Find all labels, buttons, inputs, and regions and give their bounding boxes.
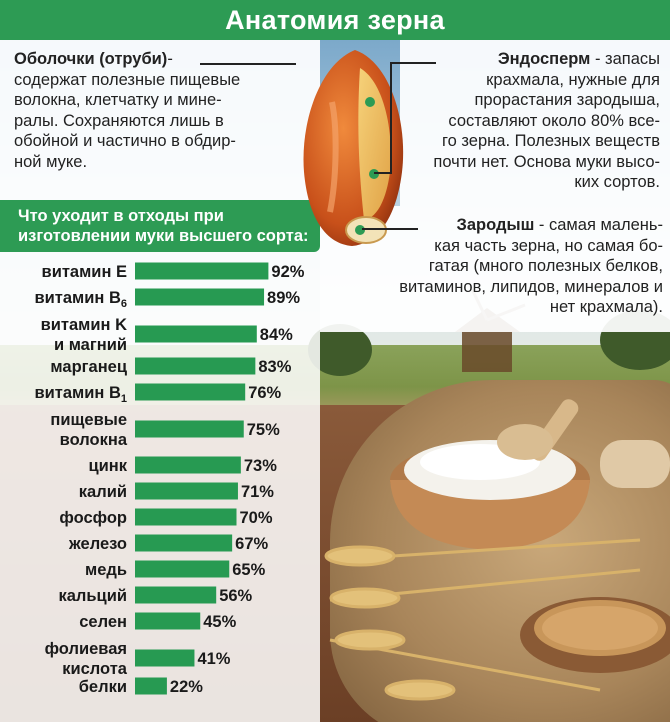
bar-13 <box>135 649 195 667</box>
title-bar: Анатомия зерна <box>0 0 670 40</box>
category-label-13: фолиевая кислота <box>45 640 128 678</box>
category-label-5: пищевые волокна <box>50 411 127 449</box>
shell-line-0: - <box>167 50 173 68</box>
category-label-4: витамин B1 <box>35 384 127 405</box>
bar-8 <box>135 508 237 526</box>
germ-line-3: витаминов, липидов, минералов и <box>399 277 663 296</box>
category-label-0: витамин E <box>42 263 127 281</box>
endosperm-line-0: - запасы <box>590 50 660 68</box>
panel-shell <box>0 40 320 202</box>
bar-4 <box>135 383 246 401</box>
endosperm-line-5: почти нет. Основа муки высо- <box>433 152 660 171</box>
value-label-7: 71% <box>241 483 274 501</box>
category-label-3: марганец <box>50 358 127 376</box>
value-label-11: 56% <box>219 587 252 605</box>
shell-marker <box>369 169 379 179</box>
leader-germ <box>362 228 418 230</box>
bar-5 <box>135 420 244 438</box>
value-label-8: 70% <box>240 509 273 527</box>
shell-line-4: обойной и частично в обдир- <box>14 132 236 150</box>
value-label-13: 41% <box>197 650 230 668</box>
germ-description: Зародыш - самая малень- кая часть зерна,… <box>345 215 663 318</box>
germ-line-4: нет крахмала). <box>549 298 663 316</box>
category-label-10: медь <box>85 561 127 579</box>
category-label-12: селен <box>79 613 127 631</box>
bar-11 <box>135 586 217 604</box>
page-title: Анатомия зерна <box>225 4 445 35</box>
trees-left <box>308 324 372 376</box>
bar-7 <box>135 482 238 500</box>
germ-marker <box>355 225 365 235</box>
leader-shell <box>200 63 296 65</box>
wheat-stalks <box>324 538 641 701</box>
shell-line-1: содержат полезные пищевые <box>14 70 241 89</box>
shell-term: Оболочки (отруби) <box>14 50 168 68</box>
shell-description: Оболочки (отруби)- содержат полезные пищ… <box>14 49 314 172</box>
endosperm-line-3: составляют около 80% все- <box>448 111 660 130</box>
chart-title: Что уходит в отходы при изготовлении мук… <box>18 207 309 245</box>
germ-line-0: - самая малень- <box>534 216 663 234</box>
category-label-11: кальций <box>59 587 128 605</box>
leader-endosperm-to-grain <box>374 172 392 174</box>
category-label-8: фосфор <box>59 509 127 527</box>
category-label-1: витамин B6 <box>35 289 127 310</box>
grain-germ <box>345 216 387 244</box>
category-label-9: железо <box>68 535 127 553</box>
bar-12 <box>135 612 201 630</box>
bar-1 <box>135 288 265 306</box>
bar-10 <box>135 560 230 578</box>
endosperm-line-2: прорастания зародыша, <box>474 91 660 109</box>
category-label-14: белки <box>79 678 127 696</box>
value-label-4: 76% <box>248 384 281 402</box>
flour-bowl <box>390 440 590 550</box>
bar-2 <box>135 325 257 343</box>
wooden-scoop <box>497 399 579 461</box>
grain-endosperm <box>358 68 391 220</box>
grain-bowl <box>520 597 670 673</box>
shell-line-5: ной муке. <box>14 152 88 171</box>
bar-14 <box>135 677 167 695</box>
value-label-0: 92% <box>271 263 304 281</box>
germ-term: Зародыш <box>456 216 535 234</box>
bar-9 <box>135 534 233 552</box>
leader-endosperm-v <box>390 62 392 174</box>
leader-endosperm-h <box>390 62 436 64</box>
endosperm-line-1: крахмала, нужные для <box>486 70 660 89</box>
shell-line-2: волокна, клетчатку и мине- <box>14 91 222 109</box>
endosperm-marker <box>365 97 375 107</box>
category-label-7: калий <box>79 483 127 501</box>
chart-header: Что уходит в отходы при изготовлении мук… <box>0 200 320 252</box>
category-label-6: цинк <box>88 457 127 475</box>
value-label-6: 73% <box>244 457 277 475</box>
bar-6 <box>135 456 241 474</box>
endosperm-line-6: ких сортов. <box>574 173 660 191</box>
shell-line-3: ралы. Сохраняются лишь в <box>14 111 224 130</box>
value-label-2: 84% <box>260 326 293 344</box>
value-label-9: 67% <box>235 535 268 553</box>
germ-line-1: кая часть зерна, но самая бо- <box>434 236 663 255</box>
grain-cross-section <box>303 50 404 246</box>
germ-line-2: гатая (много полезных белков, <box>428 257 663 275</box>
rolling-pin <box>600 440 670 488</box>
value-label-10: 65% <box>232 561 265 579</box>
endosperm-term: Эндосперм <box>497 50 591 68</box>
value-label-14: 22% <box>170 678 203 696</box>
bar-3 <box>135 357 256 375</box>
endosperm-description: Эндосперм - запасы крахмала, нужные для … <box>408 49 660 193</box>
value-label-1: 89% <box>267 289 300 307</box>
panel-endosperm <box>400 40 670 206</box>
bar-0 <box>135 262 269 280</box>
endosperm-line-4: го зерна. Полезных веществ <box>442 132 660 150</box>
value-label-3: 83% <box>258 358 291 376</box>
value-label-5: 75% <box>247 421 280 439</box>
value-label-12: 45% <box>203 613 236 631</box>
